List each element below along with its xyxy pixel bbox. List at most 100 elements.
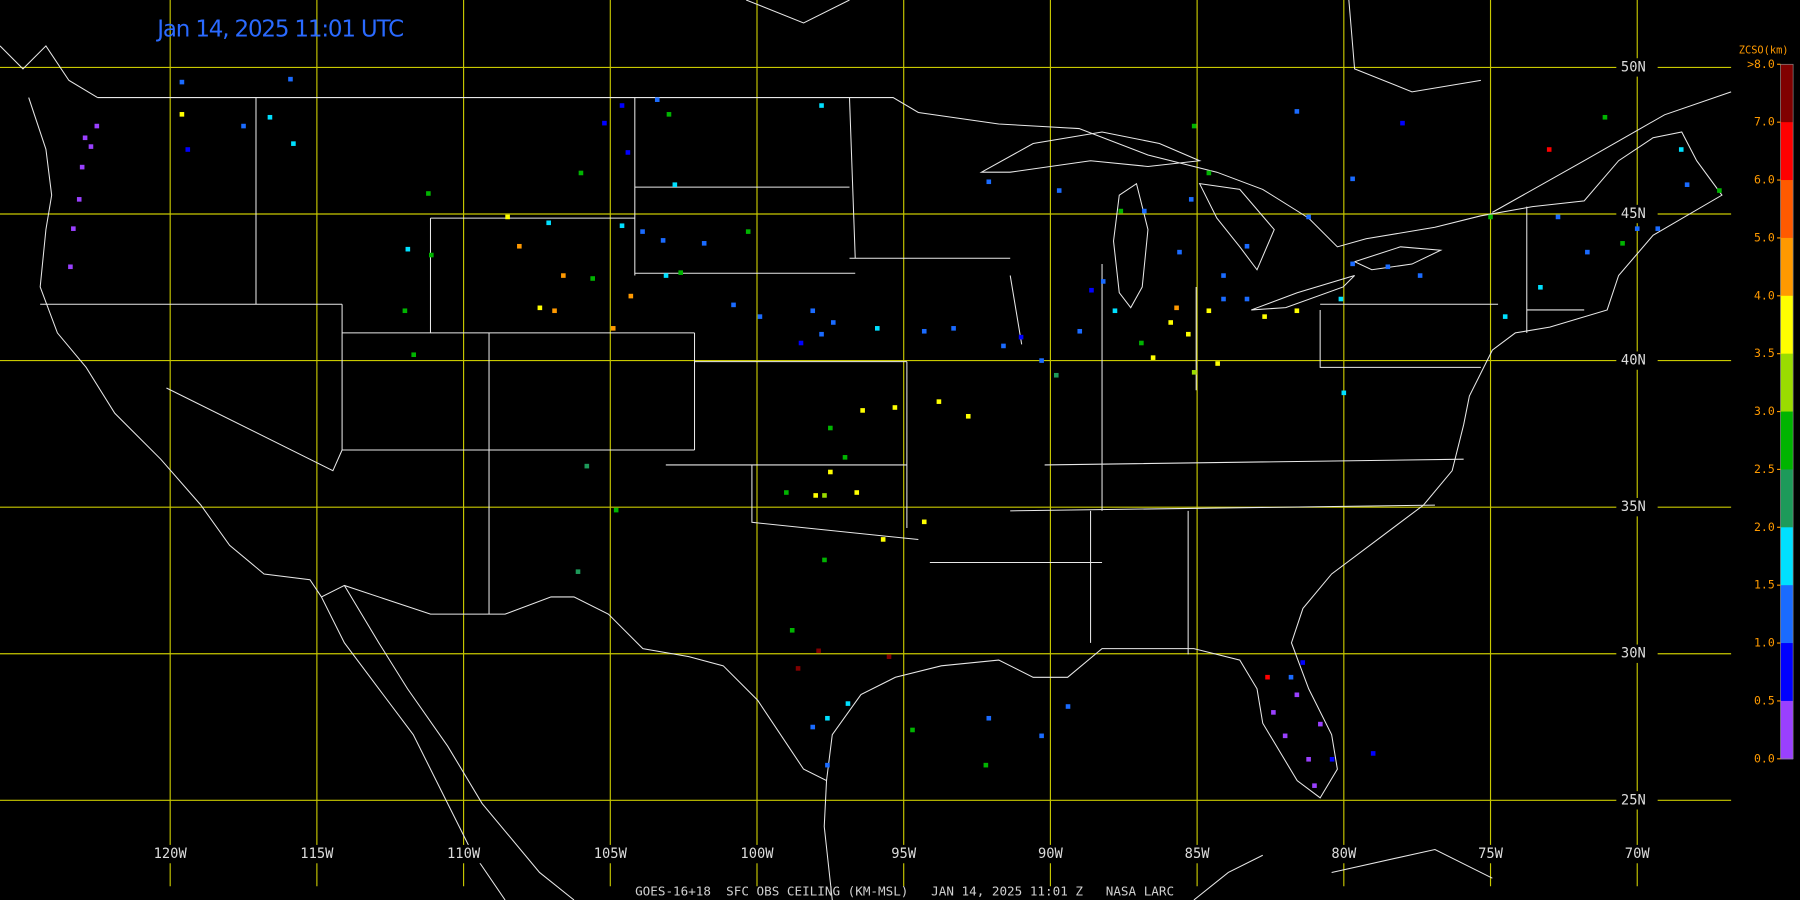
colorbar: >8.0 7.0 6.0 5.0 4.0 3.5 3.0 2.5 2.0 1.5 1.0 0.5 0.0 — [1747, 57, 1794, 765]
station-obs — [1174, 305, 1179, 311]
colorbar-title: ZCSO(km) — [1739, 45, 1789, 57]
colorbar-band — [1780, 411, 1794, 470]
station-obs — [1053, 372, 1059, 378]
station-obs — [1341, 390, 1347, 396]
station-obs — [860, 408, 865, 413]
station-obs — [291, 141, 296, 146]
station-obs — [1118, 208, 1124, 214]
colorbar-band — [1780, 527, 1794, 586]
station-obs — [965, 413, 971, 419]
station-obs — [505, 214, 510, 220]
label-backdrop — [1616, 644, 1658, 663]
station-obs — [1329, 756, 1335, 762]
station-obs — [561, 273, 566, 278]
station-obs — [678, 270, 684, 275]
station-obs — [880, 537, 886, 542]
station-obs — [1294, 692, 1300, 698]
station-obs — [179, 112, 185, 117]
station-obs — [892, 405, 898, 410]
label-backdrop — [291, 844, 343, 864]
station-obs — [1188, 197, 1194, 202]
grid-labels: 120W 115W 110W 105W 100W 95W 90W 85W 80W 75W 70W 50… — [144, 58, 1663, 864]
station-obs — [288, 76, 293, 82]
colorbar-label: 5.0 — [1754, 230, 1775, 244]
station-obs — [819, 103, 824, 108]
station-obs — [816, 648, 821, 654]
station-obs — [1262, 314, 1267, 319]
station-obs — [68, 264, 73, 270]
station-obs — [1546, 147, 1552, 152]
station-obs — [1555, 214, 1561, 220]
label-backdrop — [1465, 844, 1516, 864]
label-backdrop — [878, 844, 929, 864]
station-obs — [1039, 733, 1044, 739]
state-lines — [40, 97, 1585, 655]
station-obs — [1215, 361, 1220, 366]
label-backdrop — [1616, 497, 1658, 517]
station-obs — [94, 123, 100, 129]
lat-label: 35N — [1621, 499, 1646, 515]
mexico-coast — [320, 585, 1263, 900]
colorbar-label: 7.0 — [1754, 115, 1775, 129]
station-obs — [1655, 226, 1661, 231]
canada-coast — [0, 0, 1732, 879]
station-obs — [628, 293, 634, 299]
colorbar-label: 6.0 — [1754, 173, 1775, 187]
station-obs — [1191, 123, 1197, 129]
station-obs — [921, 328, 927, 334]
colorbar-band — [1780, 295, 1794, 355]
colorbar-band — [1780, 700, 1794, 760]
station-obs — [1634, 226, 1640, 231]
label-backdrop — [1616, 351, 1658, 370]
lon-label: 105W — [594, 846, 628, 862]
station-obs — [983, 762, 989, 768]
colorbar-label: 0.0 — [1754, 751, 1775, 765]
station-obs — [825, 762, 830, 768]
station-obs — [986, 715, 992, 721]
station-obs — [411, 352, 417, 358]
colorbar-label: 2.5 — [1754, 462, 1775, 476]
station-obs — [1385, 264, 1391, 270]
station-obs — [1221, 273, 1226, 278]
colorbar-label: 4.0 — [1754, 288, 1775, 302]
station-obs — [517, 243, 522, 249]
station-obs — [828, 425, 833, 431]
label-backdrop — [1171, 844, 1223, 864]
station-obs — [1717, 188, 1722, 193]
station-obs — [986, 179, 992, 185]
lon-label: 70W — [1625, 846, 1651, 862]
station-obs — [1350, 261, 1355, 267]
station-obs — [76, 197, 82, 202]
station-obs — [660, 238, 666, 243]
station-obs — [602, 120, 607, 126]
boundaries — [0, 0, 1732, 900]
station-obs — [537, 305, 543, 311]
lat-label: 45N — [1621, 206, 1646, 222]
station-obs — [1300, 660, 1306, 665]
lon-label: 110W — [447, 846, 481, 862]
station-obs — [1265, 674, 1270, 680]
station-obs — [1177, 249, 1182, 255]
station-obs — [854, 490, 860, 495]
colorbar-label: 0.5 — [1754, 693, 1775, 707]
station-obs — [613, 507, 619, 513]
station-obs — [241, 123, 246, 129]
station-obs — [828, 469, 833, 475]
station-obs — [1306, 214, 1311, 220]
station-obs — [1400, 120, 1405, 126]
label-backdrop — [1616, 58, 1658, 77]
station-obs — [936, 399, 942, 404]
station-obs — [402, 308, 408, 314]
lon-label: 95W — [891, 846, 917, 862]
station-obs — [1502, 314, 1508, 319]
station-obs — [1370, 751, 1376, 756]
station-obs — [1684, 182, 1690, 187]
label-backdrop — [438, 844, 489, 864]
station-obs — [921, 519, 927, 525]
lon-label: 120W — [154, 846, 188, 862]
station-obs — [731, 302, 736, 308]
station-obs — [71, 226, 76, 231]
station-obs — [822, 493, 827, 498]
station-obs — [672, 182, 678, 187]
station-obs — [1538, 285, 1543, 290]
